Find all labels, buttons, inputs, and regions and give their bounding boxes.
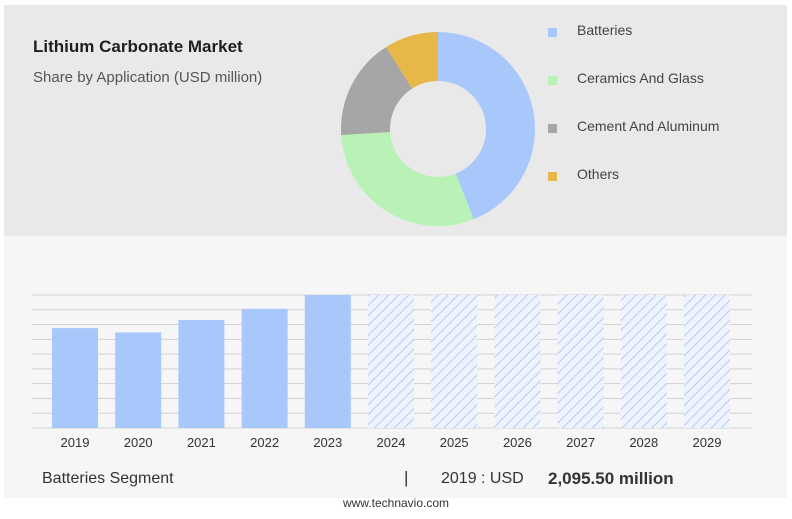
x-tick-label-2029: 2029 [693,435,722,450]
donut-slice-batteries [438,32,535,220]
legend-swatch-cement-and-aluminum [548,124,557,133]
x-tick-label-2021: 2021 [187,435,216,450]
donut-chart [341,32,535,227]
bar-2021 [178,320,225,428]
x-tick-label-2026: 2026 [503,435,532,450]
legend-swatch-batteries [548,28,557,37]
x-tick-label-2028: 2028 [629,435,658,450]
bar-2022 [241,308,288,428]
donut-slice-ceramics-and-glass [341,132,474,227]
bar-chart [52,295,730,428]
legend-label-ceramics-and-glass: Ceramics And Glass [577,70,704,86]
legend-label-batteries: Batteries [577,22,633,38]
legend-label-cement-and-aluminum: Cement And Aluminum [577,118,720,134]
footer-year-label: 2019 : USD [441,470,524,487]
x-tick-label-2024: 2024 [377,435,406,450]
footer-value: 2,095.50 million [548,469,674,488]
bar-2019 [52,328,98,428]
footer-separator: | [404,468,409,487]
donut-slice-cement-and-aluminum [341,47,413,136]
forecast-bar-2025 [431,295,478,428]
legend-swatch-ceramics-and-glass [548,76,557,85]
forecast-bar-2029 [684,295,730,428]
x-tick-label-2025: 2025 [440,435,469,450]
footer-segment-label: Batteries Segment [42,470,174,487]
x-tick-label-2027: 2027 [566,435,595,450]
forecast-bar-2027 [557,295,604,428]
forecast-bar-2028 [620,295,667,428]
x-axis-labels: 2019 2020 2021 2022 2023 2024 2025 2026 2027 2028… [61,435,722,450]
x-tick-label-2023: 2023 [313,435,342,450]
legend-swatch-others [548,172,557,181]
forecast-bar-2024 [368,295,414,428]
x-tick-label-2019: 2019 [61,435,90,450]
donut-slice-others [386,32,438,89]
bar-2020 [115,332,162,428]
x-tick-label-2020: 2020 [124,435,153,450]
bar-2023 [304,295,351,428]
source-credit: www.technavio.com [342,496,450,510]
chart-subtitle: Share by Application (USD million) [33,69,263,86]
legend-label-others: Others [577,166,620,182]
forecast-bar-2026 [494,295,541,428]
x-tick-label-2022: 2022 [250,435,279,450]
chart-title: Lithium Carbonate Market [33,37,243,56]
